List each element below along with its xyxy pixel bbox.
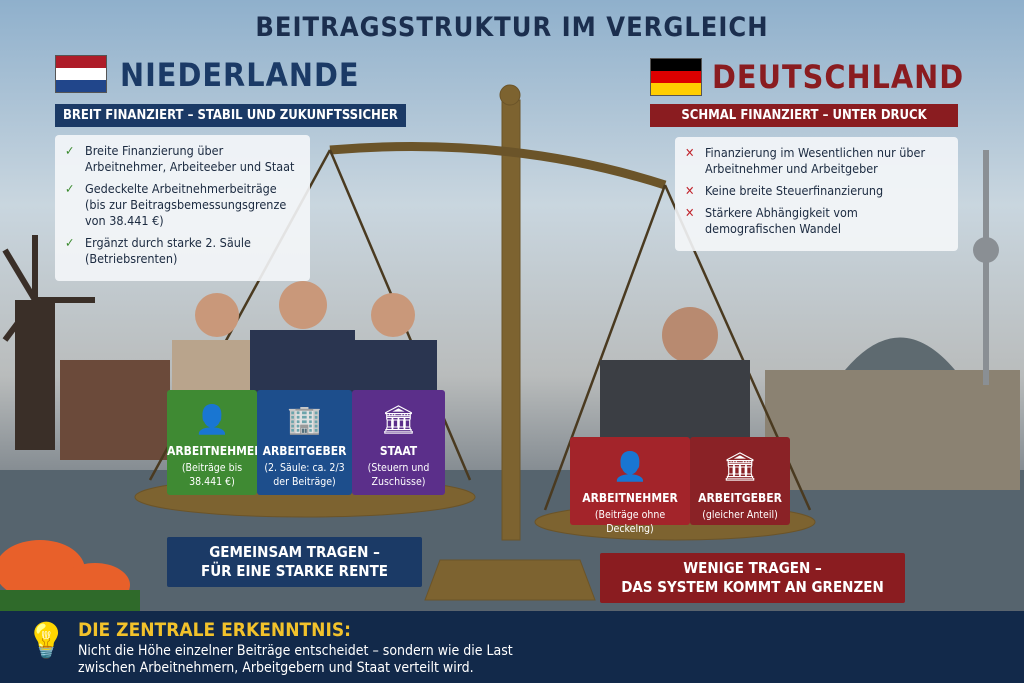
lightbulb-icon: 💡 [25,621,68,661]
government-icon: 🏛 [380,403,417,436]
netherlands-banner: BREIT FINANZIERT – STABIL UND ZUKUNFTSSI… [55,104,406,127]
list-item: ✕ Finanzierung im Wesentlichen nur über A… [685,145,926,176]
card-nl-arbeitgeber: 🏢 ARBEITGEBER (2. Säule: ca. 2/3 der Beitr… [257,390,352,495]
germany-flag-icon [650,58,702,96]
card-nl-staat: 🏛 STAAT (Steuern und Zuschüsse) [352,390,445,495]
netherlands-slogan: GEMEINSAM TRAGEN – FÜR EINE STARKE RENTE [167,537,422,587]
list-item: ✕ Stärkere Abhängigkeit vom demografische… [685,205,858,236]
check-icon: ✓ [65,181,75,196]
cross-icon: ✕ [685,145,695,160]
tv-tower [973,150,999,385]
building-icon: 🏢 [287,403,322,436]
country-germany: DEUTSCHLAND [712,58,965,96]
germany-points: ✕ Finanzierung im Wesentlichen nur über A… [675,137,958,251]
germany-slogan: WENIGE TRAGEN – DAS SYSTEM KOMMT AN GRENZ… [600,553,905,603]
cross-icon: ✕ [685,183,695,198]
person-icon: 👤 [194,403,230,436]
card-de-arbeitgeber: 🏛 ARBEITGEBER (gleicher Anteil) [690,437,790,525]
key-insight-footer: 💡 DIE ZENTRALE ERKENNTNIS: Nicht die Höh… [0,611,1024,683]
list-item: ✓ Ergänzt durch starke 2. Säule (Betriebs… [65,235,251,266]
check-icon: ✓ [65,235,75,250]
list-item: ✓ Breite Finanzierung über Arbeitnehmer, … [65,143,295,174]
netherlands-points: ✓ Breite Finanzierung über Arbeitnehmer, … [55,135,310,281]
person-icon: 👤 [612,450,648,483]
reichstag [765,337,1020,490]
footer-text: Nicht die Höhe einzelner Beiträge entsch… [78,643,513,676]
windmill [2,235,95,450]
footer-heading: DIE ZENTRALE ERKENNTNIS: [78,619,351,641]
person-de [600,307,750,440]
country-netherlands: NIEDERLANDE [120,56,360,94]
page-title: BEITRAGSSTRUKTUR IM VERGLEICH [255,12,769,43]
card-nl-arbeitnehmer: 👤 ARBEITNEHMER (Beiträge bis 38.441 €) [167,390,263,495]
netherlands-flag-icon [55,55,107,93]
cross-icon: ✕ [685,205,695,220]
germany-banner: SCHMAL FINANZIERT – UNTER DRUCK [650,104,958,127]
canal-houses [60,360,170,460]
card-de-arbeitnehmer: 👤 ARBEITNEHMER (Beiträge ohne Deckelng) [570,437,690,535]
check-icon: ✓ [65,143,75,158]
government-icon: 🏛 [722,450,758,483]
list-item: ✓ Gedeckelte Arbeitnehmerbeiträge (bis zu… [65,181,287,228]
list-item: ✕ Keine breite Steuerfinanzierung [685,183,884,198]
people-nl [172,281,437,395]
